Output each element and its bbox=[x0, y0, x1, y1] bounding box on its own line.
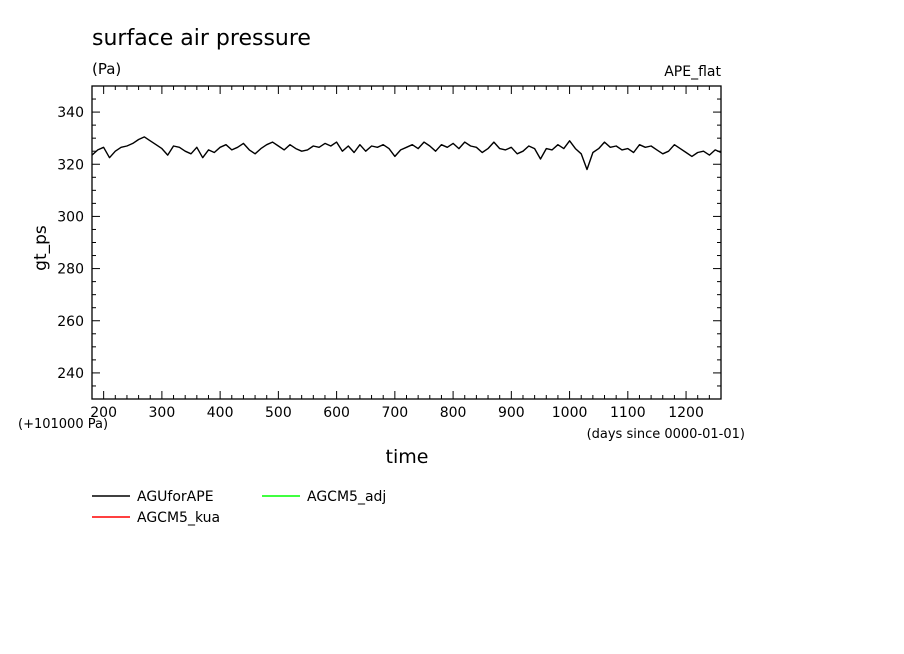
x-tick-label: 300 bbox=[149, 405, 176, 421]
x-tick-label: 900 bbox=[498, 405, 525, 421]
x-units-note: (days since 0000-01-01) bbox=[587, 427, 745, 442]
plot-frame bbox=[91, 85, 722, 400]
y-tick-label: 260 bbox=[57, 314, 84, 330]
x-tick-label: 1100 bbox=[610, 405, 646, 421]
x-tick-label: 400 bbox=[207, 405, 234, 421]
x-tick-label: 600 bbox=[323, 405, 350, 421]
y-tick-label: 280 bbox=[57, 262, 84, 278]
series-line bbox=[91, 136, 722, 171]
y-tick-label: 320 bbox=[57, 157, 84, 173]
legend-label: AGUforAPE bbox=[137, 489, 214, 505]
x-axis: 200 300 400 500 600 700 800 900 1000 1100 1200 bbox=[90, 86, 722, 421]
x-tick-label: 800 bbox=[440, 405, 467, 421]
plot-area: 240 260 280 300 320 340 200 300 400 500 600 700 800… bbox=[57, 85, 722, 421]
y-axis-label: gt_ps bbox=[31, 225, 51, 271]
y-tick-label: 240 bbox=[57, 366, 84, 382]
legend: AGUforAPE AGCM5_kua AGCM5_adj bbox=[92, 489, 386, 526]
x-tick-label: 500 bbox=[265, 405, 292, 421]
legend-item: AGUforAPE bbox=[92, 489, 214, 505]
chart-title: surface air pressure bbox=[92, 26, 311, 51]
x-tick-label: 700 bbox=[381, 405, 408, 421]
y-axis: 240 260 280 300 320 340 bbox=[57, 85, 721, 400]
x-axis-label: time bbox=[386, 446, 429, 468]
experiment-label: APE_flat bbox=[664, 64, 721, 80]
legend-label: AGCM5_adj bbox=[307, 489, 386, 505]
series-lines bbox=[91, 136, 722, 171]
x-tick-label: 1000 bbox=[552, 405, 588, 421]
x-tick-label: 1200 bbox=[668, 405, 704, 421]
y-tick-label: 340 bbox=[57, 105, 84, 121]
chart-units: (Pa) bbox=[92, 60, 121, 78]
x-tick-label: 200 bbox=[90, 405, 117, 421]
legend-item: AGCM5_kua bbox=[92, 510, 220, 526]
y-tick-label: 300 bbox=[57, 209, 84, 225]
y-offset-note: (+101000 Pa) bbox=[18, 417, 108, 432]
legend-item: AGCM5_adj bbox=[262, 489, 386, 505]
legend-label: AGCM5_kua bbox=[137, 510, 220, 526]
